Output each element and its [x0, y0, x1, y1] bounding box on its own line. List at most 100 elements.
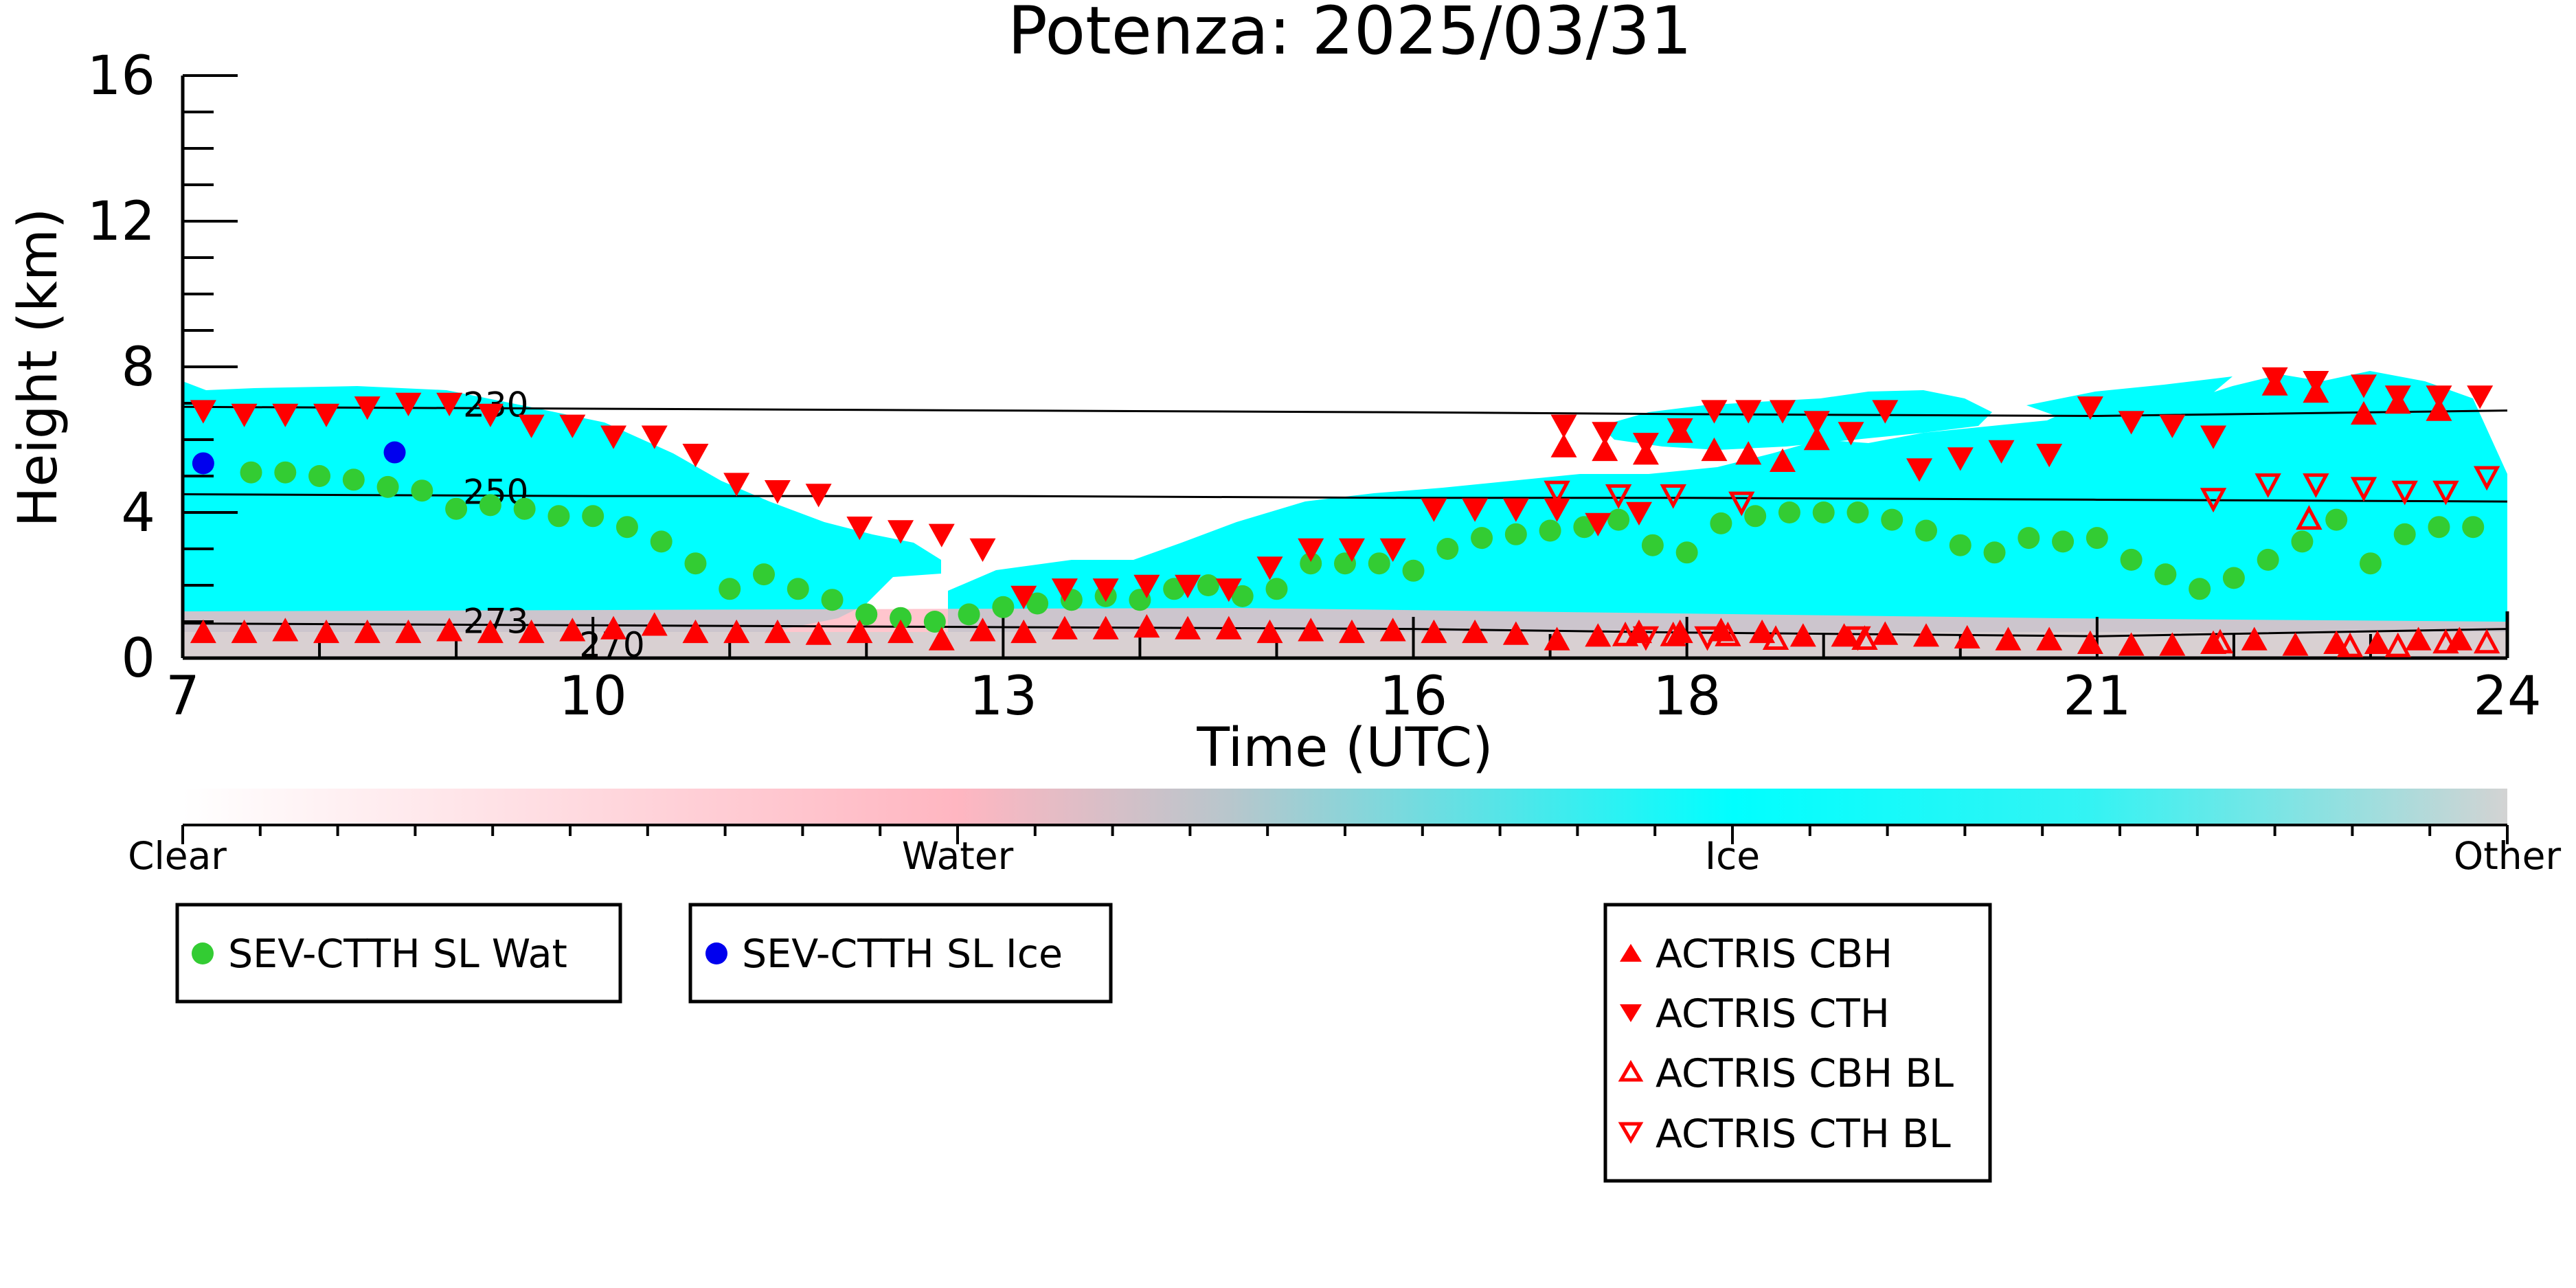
data-point — [513, 497, 536, 520]
data-point — [1133, 613, 1160, 638]
data-point — [992, 596, 1015, 618]
data-point — [1667, 619, 1693, 644]
data-point — [2350, 400, 2377, 425]
data-point — [1749, 619, 1776, 644]
data-point — [274, 461, 297, 484]
ice-cloud-area — [2026, 376, 2233, 418]
data-point — [1769, 448, 1796, 472]
data-point — [518, 414, 545, 438]
data-point — [723, 619, 750, 644]
x-tick-label: 10 — [559, 666, 627, 727]
data-point — [1667, 418, 1693, 442]
data-point — [1256, 556, 1283, 580]
data-point — [1660, 621, 1686, 646]
data-point — [436, 392, 463, 416]
data-point — [1436, 538, 1459, 560]
data-point — [1502, 498, 1529, 522]
data-point — [1544, 626, 1570, 651]
data-point — [2391, 480, 2418, 506]
x-tick-label: 13 — [969, 666, 1037, 727]
colorbar-gradient — [183, 789, 2507, 825]
data-point — [445, 497, 468, 520]
data-point — [1844, 626, 1871, 651]
data-point — [376, 475, 399, 498]
data-point — [2384, 632, 2411, 657]
data-point — [958, 603, 980, 626]
legend-actris: ACTRIS CBH ACTRIS CTH ACTRIS CBH BL ACTR… — [1603, 903, 1992, 1183]
data-point — [821, 589, 844, 611]
data-point — [2159, 414, 2186, 438]
data-point — [2255, 473, 2281, 498]
data-point — [682, 619, 709, 644]
data-point — [2077, 630, 2103, 654]
data-point — [2325, 508, 2348, 531]
data-point — [1915, 519, 1937, 542]
data-point — [928, 626, 955, 651]
data-point — [1762, 625, 1789, 650]
data-point — [2282, 632, 2309, 656]
data-point — [1379, 618, 1406, 642]
data-point — [2473, 629, 2500, 654]
isotherm-line — [182, 405, 2508, 418]
data-point — [1949, 534, 1971, 556]
data-point — [1502, 621, 1529, 645]
data-point — [559, 618, 586, 642]
x-tick-label: 7 — [166, 666, 200, 727]
data-point — [1585, 512, 1612, 536]
data-point — [2118, 632, 2145, 656]
data-point — [477, 403, 504, 427]
legend-entry: ACTRIS CBH — [1656, 931, 1893, 977]
data-point — [354, 619, 381, 644]
data-point — [383, 441, 406, 464]
x-tick-label: 24 — [2473, 666, 2541, 727]
data-point — [477, 619, 504, 644]
data-point — [192, 452, 214, 475]
data-point — [2467, 385, 2494, 409]
data-point — [890, 607, 912, 629]
data-point — [2462, 516, 2485, 539]
data-point — [615, 516, 638, 539]
data-point — [928, 523, 955, 547]
data-point — [1735, 441, 1762, 465]
legend-marker-cbh — [1620, 944, 1642, 962]
colorbar: Clear Water Ice Other — [128, 789, 2561, 878]
data-point — [1338, 619, 1365, 644]
legend-entry: SEV-CTTH SL Ice — [742, 931, 1063, 977]
colorbar-ticks — [181, 825, 2509, 844]
data-point — [1421, 619, 1447, 644]
colorbar-label-ice: Ice — [1705, 834, 1760, 878]
data-point — [1051, 615, 1078, 640]
data-point — [888, 520, 914, 544]
data-point — [855, 603, 878, 626]
data-point — [395, 619, 422, 644]
y-axis-ticks: 0 4 8 12 16 — [87, 45, 238, 690]
data-point — [1947, 447, 1974, 471]
data-point — [1298, 618, 1324, 642]
data-point — [1585, 623, 1612, 647]
data-point — [2426, 397, 2452, 421]
data-point — [2405, 626, 2432, 651]
legend-entry: SEV-CTTH SL Wat — [228, 931, 567, 977]
data-point — [2291, 530, 2314, 553]
data-point — [190, 619, 216, 644]
data-point — [354, 396, 381, 420]
data-point — [231, 403, 258, 427]
data-point — [2350, 374, 2377, 398]
legend-entry: ACTRIS CTH — [1656, 991, 1890, 1037]
data-point — [2077, 396, 2103, 420]
data-point — [2432, 480, 2459, 506]
data-point — [1300, 552, 1322, 575]
data-point — [1462, 619, 1489, 644]
data-point — [518, 619, 545, 644]
data-point — [2364, 630, 2391, 654]
data-point — [1715, 621, 1741, 646]
data-point — [1954, 624, 1980, 649]
data-point — [2189, 578, 2211, 600]
legend-ice: SEV-CTTH SL Ice — [688, 903, 1113, 1004]
data-point — [1338, 538, 1365, 562]
data-point — [2303, 473, 2329, 498]
y-tick-label: 0 — [121, 628, 155, 690]
data-point — [684, 552, 707, 575]
data-point — [2359, 552, 2382, 575]
data-point — [2336, 632, 2364, 657]
